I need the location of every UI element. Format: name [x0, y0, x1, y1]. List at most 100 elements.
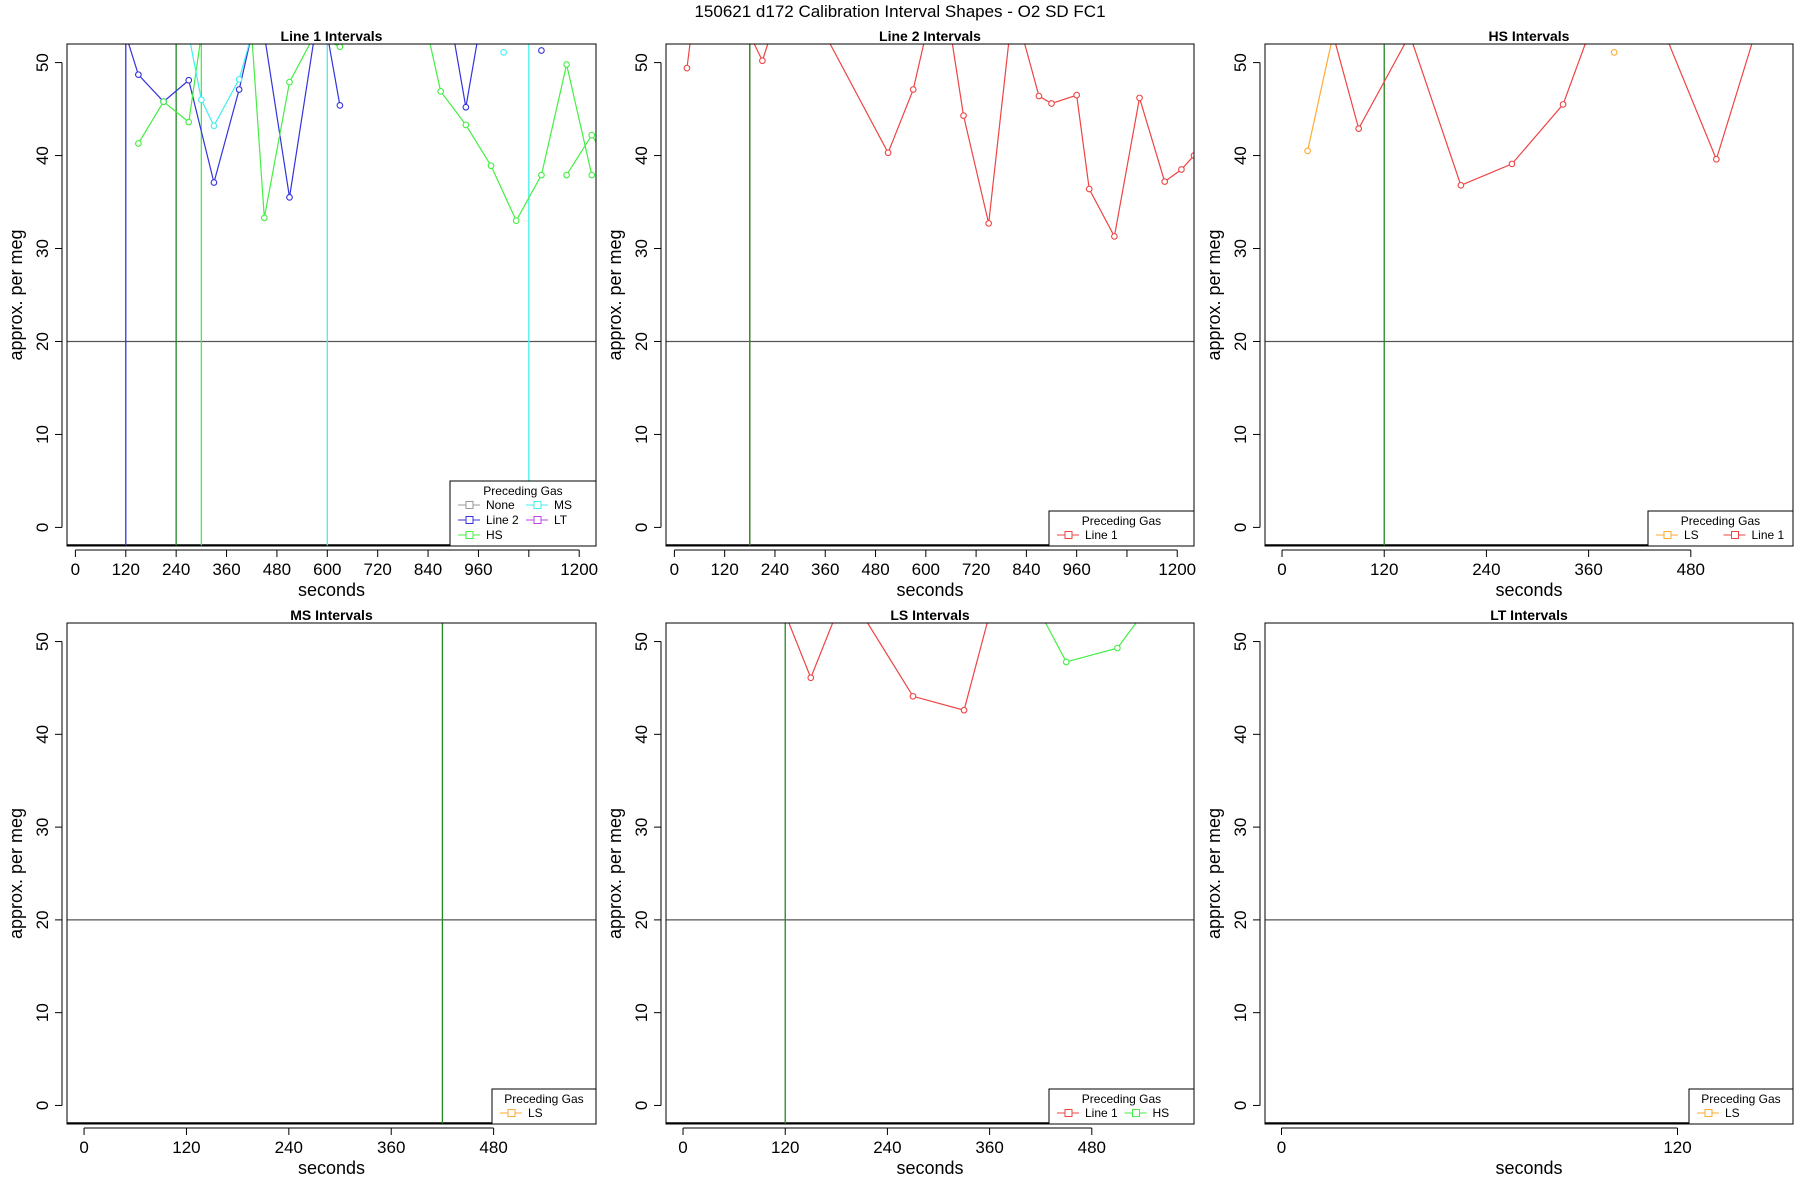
data-point	[336, 102, 344, 109]
data-point	[235, 86, 243, 93]
y-tick-label: 30	[1231, 818, 1250, 837]
legend-title: Preceding Gas	[504, 1092, 583, 1106]
x-tick-label: 1200	[1158, 560, 1196, 579]
legend-entry: Line 1	[1085, 1106, 1118, 1120]
panel-1: Line 1 Intervals 0 120 240 360 480 600 720 840 96…	[6, 28, 598, 600]
x-tick-label: 120	[1370, 560, 1398, 579]
data-point	[1304, 147, 1311, 155]
panel-title: Line 1 Intervals	[281, 28, 383, 44]
data-point	[210, 122, 218, 130]
y-axis-label: approx. per meg	[1204, 808, 1224, 939]
y-tick-label: 30	[632, 818, 651, 837]
x-axis-label: seconds	[298, 1158, 365, 1178]
x-tick-label: 480	[1677, 560, 1705, 579]
plot-frame	[1264, 43, 1794, 547]
y-tick-label: 0	[632, 1101, 651, 1110]
x-axis-label: seconds	[896, 580, 963, 600]
plot-area	[67, 623, 596, 1124]
y-axis-label: approx. per meg	[6, 808, 26, 939]
x-tick-label: 720	[363, 560, 391, 579]
x-tick-label: 960	[1062, 560, 1090, 579]
series-line	[1335, 44, 1406, 131]
y-tick-label: 0	[33, 523, 52, 532]
data-point	[884, 149, 892, 157]
x-tick-label: 0	[71, 560, 80, 579]
data-point	[1062, 658, 1070, 666]
legend-entry: HS	[1153, 1106, 1170, 1120]
y-tick-label: 0	[1231, 1101, 1250, 1110]
data-point	[160, 98, 167, 105]
y-tick-label: 40	[632, 146, 651, 165]
y-axis-label: approx. per meg	[605, 229, 625, 360]
x-tick-label: 360	[811, 560, 839, 579]
data-point	[235, 75, 243, 83]
y-tick-label: 50	[33, 632, 52, 651]
data-point	[683, 64, 691, 72]
y-tick-label: 50	[632, 53, 651, 72]
x-tick-label: 360	[975, 1138, 1003, 1157]
x-tick-label: 240	[162, 560, 190, 579]
plot-frame	[66, 43, 597, 547]
legend-entry: HS	[486, 528, 503, 542]
data-point	[1136, 94, 1143, 102]
legend-swatch-marker	[507, 1109, 516, 1117]
x-tick-label: 120	[1663, 1138, 1691, 1157]
legend-title: Preceding Gas	[1082, 514, 1161, 528]
data-point	[909, 86, 917, 93]
legend-swatch-marker	[465, 501, 474, 509]
legend-entry: LS	[1684, 528, 1699, 542]
panel-title: HS Intervals	[1489, 28, 1570, 44]
legend-swatch-marker	[1064, 531, 1073, 539]
panel-title: MS Intervals	[290, 607, 373, 623]
data-point	[563, 171, 570, 179]
y-tick-label: 20	[1231, 910, 1250, 929]
y-tick-label: 20	[33, 910, 52, 929]
data-point	[286, 194, 293, 201]
x-tick-label: 120	[112, 560, 140, 579]
y-tick-label: 10	[33, 425, 52, 444]
y-tick-label: 40	[33, 725, 52, 744]
legend-title: Preceding Gas	[1681, 514, 1760, 528]
data-point	[1161, 178, 1169, 185]
legend-swatch-marker	[1132, 1109, 1140, 1117]
data-point	[512, 217, 520, 224]
x-tick-label: 0	[79, 1138, 88, 1157]
x-tick-label: 0	[678, 1138, 687, 1157]
legend-swatch-marker	[1731, 531, 1739, 539]
data-point	[135, 71, 142, 79]
data-point	[260, 214, 268, 222]
data-point	[437, 88, 445, 95]
series-line	[128, 44, 341, 198]
x-tick-label: 120	[771, 1138, 799, 1157]
data-point	[336, 44, 344, 51]
x-tick-label: 360	[1574, 560, 1602, 579]
y-tick-label: 50	[1231, 53, 1250, 72]
plot-area	[1265, 44, 1793, 546]
series-line	[137, 44, 201, 144]
plot-area	[666, 623, 1194, 1124]
data-point	[538, 171, 545, 179]
data-point	[1457, 181, 1465, 189]
y-tick-label: 40	[1231, 146, 1250, 165]
data-point	[1713, 155, 1720, 163]
data-point	[588, 131, 596, 139]
data-point	[960, 112, 967, 119]
data-point	[185, 118, 193, 126]
x-tick-label: 840	[1012, 560, 1040, 579]
series-line	[251, 44, 341, 218]
data-point	[563, 61, 570, 68]
legend-title: Preceding Gas	[483, 484, 562, 498]
data-point	[1085, 185, 1093, 193]
y-tick-label: 40	[632, 725, 651, 744]
panel-4: MS Intervals 0 120 240 360 480 seconds 0 10 20 30 4…	[6, 607, 597, 1178]
data-point	[487, 162, 495, 170]
x-tick-label: 600	[313, 560, 341, 579]
y-tick-label: 40	[1231, 725, 1250, 744]
y-axis-label: approx. per meg	[6, 229, 26, 360]
x-tick-label: 480	[479, 1138, 507, 1157]
data-point	[909, 692, 917, 700]
data-point	[500, 49, 507, 56]
x-tick-label: 480	[1078, 1138, 1106, 1157]
y-tick-label: 40	[33, 146, 52, 165]
